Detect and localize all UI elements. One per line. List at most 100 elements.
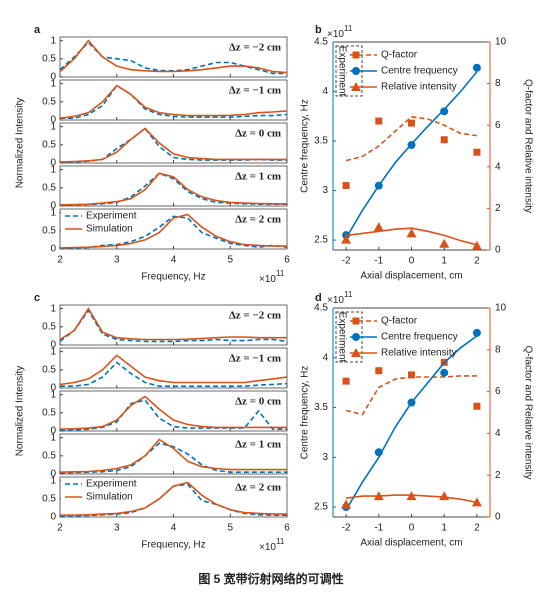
y-tick-label: 0 xyxy=(50,115,56,126)
data-point xyxy=(407,141,416,150)
x-tick-label: 2 xyxy=(57,523,63,534)
y-tick-label: 0.5 xyxy=(42,493,56,504)
data-point xyxy=(341,234,352,244)
y-axis-label: Normalized Intensity xyxy=(15,366,26,457)
x-axis-label: Frequency, Hz xyxy=(141,272,205,283)
multiplier-base: ×10 xyxy=(259,274,276,285)
y-tick-label: 4.5 xyxy=(314,303,328,314)
data-point xyxy=(408,119,415,127)
multiplier-exponent: 11 xyxy=(344,290,353,299)
y2-tick-label: 10 xyxy=(495,303,507,314)
series-line xyxy=(60,215,288,250)
data-point xyxy=(341,499,352,509)
data-point xyxy=(406,228,417,238)
x-tick-label: 0 xyxy=(409,523,415,534)
y2-tick-label: 4 xyxy=(495,428,501,439)
x-axis-label: Axial displacement, cm xyxy=(360,538,462,549)
y-tick-label: 1 xyxy=(50,78,56,89)
x-tick-label: -1 xyxy=(374,523,383,534)
data-point xyxy=(406,491,417,501)
fit-line xyxy=(346,227,478,246)
y-tick-label: 0 xyxy=(50,244,56,255)
y-tick-label: 0.5 xyxy=(42,139,56,150)
data-point xyxy=(471,240,482,250)
x-tick-label: 0 xyxy=(409,256,415,267)
x-tick-label: 2 xyxy=(57,255,63,266)
multiplier-exponent: 11 xyxy=(276,269,285,278)
y-tick-label: 0.5 xyxy=(42,225,56,236)
legend-group-label: Experiment xyxy=(336,46,347,97)
legend-marker xyxy=(351,82,361,91)
legend-label: Centre frequency xyxy=(381,332,458,343)
legend-label: Relative intensity xyxy=(381,82,457,93)
legend-label: Simulation xyxy=(86,492,133,503)
y-tick-label: 0 xyxy=(50,72,56,83)
y-tick-label: 4 xyxy=(322,352,328,363)
data-point xyxy=(375,117,383,125)
y-tick-label: 0.5 xyxy=(42,364,56,375)
annotation: Δz = 2 cm xyxy=(235,214,281,226)
annotation: Δz = −1 cm xyxy=(229,353,281,365)
y-tick-label: 4.5 xyxy=(314,37,328,48)
y2-tick-label: 8 xyxy=(495,344,501,355)
y-tick-label: 0.5 xyxy=(42,96,56,107)
x-tick-label: -2 xyxy=(342,523,351,534)
legend-label: Q-factor xyxy=(381,50,418,61)
y2-tick-label: 2 xyxy=(495,203,501,214)
data-point xyxy=(342,182,350,190)
x-tick-label: 4 xyxy=(171,523,177,534)
legend-label: Experiment xyxy=(86,211,137,222)
y-tick-label: 1 xyxy=(50,389,56,400)
series-line xyxy=(60,481,287,516)
y-tick-label: 2.5 xyxy=(314,502,328,513)
annotation: Δz = 0 cm xyxy=(235,396,281,408)
subplot-frame xyxy=(59,390,288,432)
data-point xyxy=(374,448,383,457)
annotation: Δz = −2 cm xyxy=(229,310,281,322)
annotation: Δz = 1 cm xyxy=(235,171,281,183)
data-point xyxy=(342,377,350,385)
y-tick-label: 0.5 xyxy=(42,407,56,418)
annotation: Δz = −2 cm xyxy=(229,42,281,54)
legend-group-label: Experiment xyxy=(336,312,347,363)
subplot-frame xyxy=(59,433,288,475)
annotation: Δz = 1 cm xyxy=(235,439,281,451)
series-line xyxy=(60,361,288,387)
data-point xyxy=(440,107,449,116)
x-tick-label: 1 xyxy=(441,523,447,534)
y-tick-label: 0 xyxy=(50,469,56,480)
y-tick-label: 3 xyxy=(322,185,328,196)
x-tick-label: 1 xyxy=(441,256,447,267)
y-tick-label: 1 xyxy=(50,164,56,175)
y2-tick-label: 10 xyxy=(495,37,507,48)
y2-tick-label: 8 xyxy=(495,78,501,89)
caption: 图 5 宽带衍射网络的可调性 xyxy=(198,571,343,586)
x-tick-label: 2 xyxy=(474,256,480,267)
legend-label: Simulation xyxy=(86,224,133,235)
series-line xyxy=(59,438,287,473)
x-tick-label: 6 xyxy=(284,523,290,534)
x-tick-label: 5 xyxy=(227,255,233,266)
annotation: Δz = 0 cm xyxy=(235,128,281,140)
multiplier-exponent: 11 xyxy=(344,24,353,33)
fit-line xyxy=(345,116,478,162)
y2-tick-label: 0 xyxy=(495,245,501,256)
data-point xyxy=(472,63,481,72)
panel-label: d xyxy=(315,292,322,304)
series-line xyxy=(59,309,288,343)
data-point xyxy=(440,136,448,144)
legend-marker xyxy=(351,348,361,357)
data-point xyxy=(473,402,481,410)
series-line xyxy=(59,84,288,119)
data-point xyxy=(375,367,383,375)
legend-marker xyxy=(352,67,360,75)
y-tick-label: 4 xyxy=(322,86,328,97)
multiplier-base: ×10 xyxy=(259,542,276,553)
multiplier-base: ×10 xyxy=(327,295,344,306)
subplot-frame xyxy=(59,165,288,207)
y-axis-label: Centre frequency, Hz xyxy=(300,366,311,460)
x-tick-label: -1 xyxy=(374,256,383,267)
y2-tick-label: 2 xyxy=(495,470,501,481)
multiplier-base: ×10 xyxy=(327,29,344,40)
